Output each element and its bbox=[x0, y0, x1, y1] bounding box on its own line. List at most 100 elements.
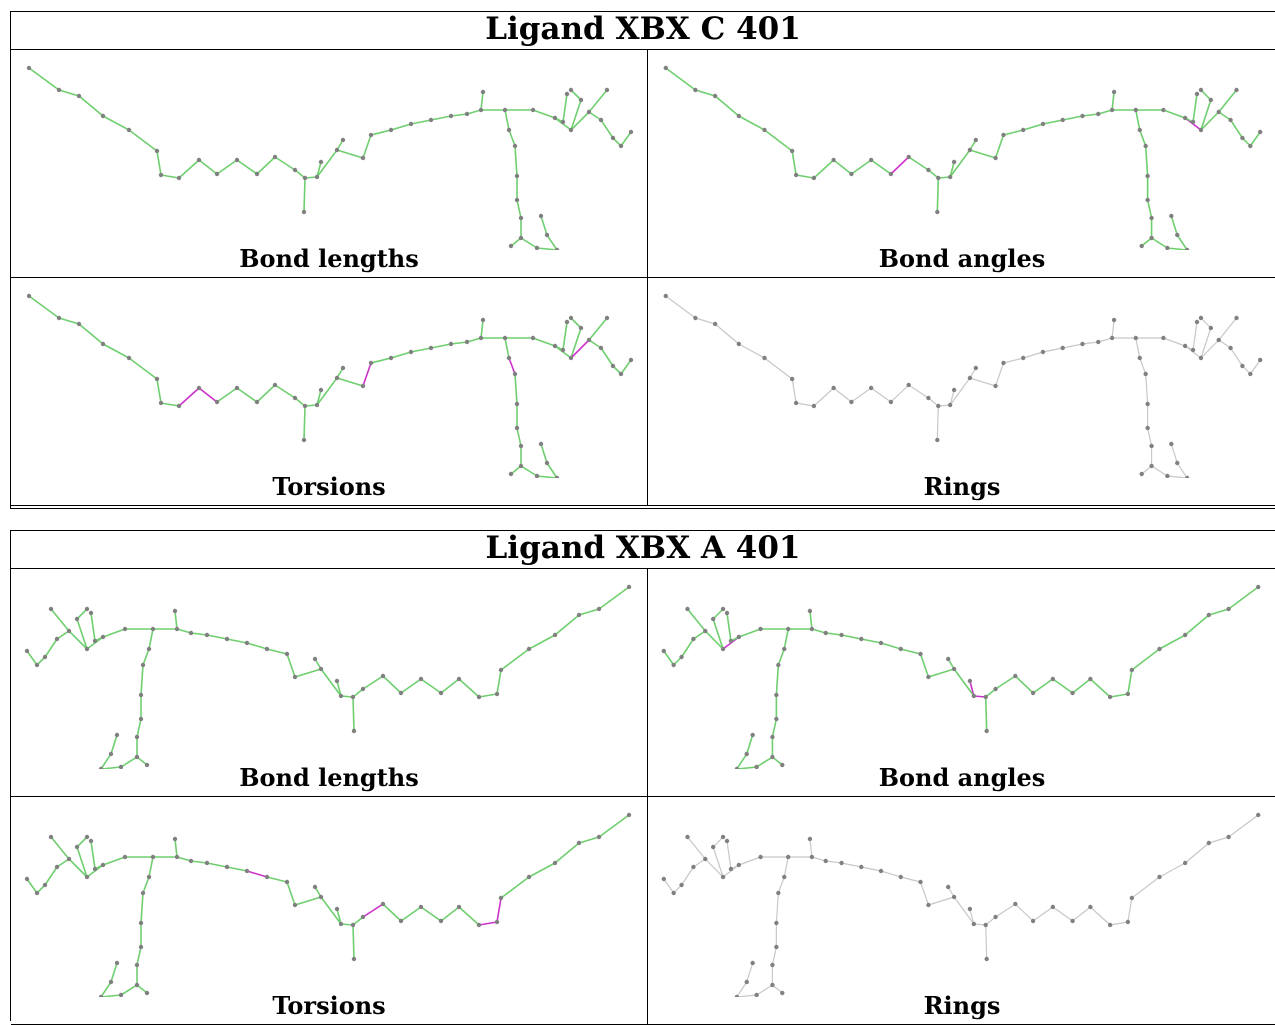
bond bbox=[190, 860, 208, 864]
atom bbox=[859, 636, 864, 642]
bond bbox=[480, 319, 484, 339]
atom bbox=[868, 157, 874, 163]
bond bbox=[738, 628, 761, 638]
bond bbox=[1218, 89, 1238, 113]
bond bbox=[771, 718, 778, 738]
atom bbox=[1216, 109, 1221, 115]
bond bbox=[148, 628, 154, 650]
bond bbox=[1218, 339, 1231, 349]
bond bbox=[76, 836, 88, 848]
atom bbox=[284, 651, 290, 657]
atom bbox=[1182, 343, 1188, 349]
atom bbox=[360, 155, 366, 161]
atom bbox=[926, 674, 931, 680]
panel-label: Bond lengths bbox=[239, 763, 419, 792]
atom bbox=[1256, 812, 1261, 818]
bond bbox=[528, 862, 556, 878]
bond bbox=[570, 327, 582, 359]
bond bbox=[320, 668, 342, 697]
bond bbox=[110, 734, 118, 755]
bond bbox=[274, 384, 296, 399]
atom bbox=[360, 686, 366, 692]
bond bbox=[736, 981, 748, 997]
atom bbox=[1258, 357, 1263, 363]
atom bbox=[292, 902, 298, 908]
bond bbox=[1003, 357, 1024, 364]
bond bbox=[554, 842, 580, 864]
bond bbox=[693, 858, 706, 868]
atom bbox=[360, 383, 366, 389]
atom bbox=[626, 812, 632, 818]
bond bbox=[508, 129, 516, 147]
bond bbox=[68, 630, 88, 650]
atom bbox=[774, 920, 779, 926]
panel-rings: Rings bbox=[648, 278, 1275, 506]
atom bbox=[48, 606, 54, 612]
bond bbox=[1200, 317, 1212, 329]
atom bbox=[480, 317, 486, 323]
bond bbox=[390, 351, 412, 359]
atom bbox=[244, 640, 250, 646]
atom bbox=[663, 65, 668, 71]
bond bbox=[1151, 465, 1168, 477]
bond bbox=[26, 650, 38, 666]
bond bbox=[928, 896, 955, 906]
atom bbox=[762, 355, 767, 361]
atom bbox=[108, 751, 114, 757]
atom bbox=[118, 992, 124, 997]
panel-bond-lengths: Bond lengths bbox=[11, 569, 648, 797]
atom bbox=[188, 630, 194, 636]
atom bbox=[24, 648, 30, 654]
bond bbox=[949, 377, 971, 406]
bond bbox=[1146, 199, 1153, 219]
atom bbox=[671, 890, 676, 896]
bond bbox=[949, 161, 955, 178]
atom bbox=[140, 662, 146, 668]
bond bbox=[1111, 91, 1115, 111]
atom bbox=[122, 854, 128, 860]
bond bbox=[900, 876, 921, 883]
bond bbox=[663, 878, 675, 894]
bond bbox=[430, 115, 452, 121]
atom bbox=[234, 157, 240, 163]
bond bbox=[504, 337, 510, 359]
atom bbox=[318, 159, 324, 165]
atom bbox=[789, 376, 795, 382]
bond bbox=[370, 357, 392, 364]
atom bbox=[926, 167, 931, 173]
bond bbox=[516, 199, 522, 219]
atom bbox=[1080, 113, 1085, 119]
bond bbox=[236, 159, 258, 175]
bond bbox=[726, 840, 732, 870]
atom bbox=[146, 646, 152, 652]
atom bbox=[312, 656, 318, 662]
atom bbox=[552, 343, 558, 349]
atom bbox=[993, 914, 998, 920]
atom bbox=[720, 606, 726, 612]
bond bbox=[1062, 115, 1083, 121]
atom bbox=[174, 626, 180, 632]
atom bbox=[1111, 317, 1117, 323]
bond bbox=[928, 668, 955, 678]
atom bbox=[480, 89, 486, 95]
atom bbox=[691, 864, 696, 870]
atom bbox=[1248, 143, 1253, 149]
atom bbox=[114, 960, 120, 966]
bond bbox=[850, 159, 872, 175]
atom bbox=[560, 347, 566, 353]
atom bbox=[340, 365, 346, 371]
atom bbox=[502, 335, 508, 341]
atom bbox=[793, 400, 799, 406]
bond bbox=[775, 664, 780, 696]
bond bbox=[546, 234, 558, 250]
atom bbox=[284, 879, 290, 885]
bond bbox=[813, 387, 835, 407]
atom bbox=[478, 335, 484, 341]
atom bbox=[1013, 673, 1018, 679]
atom bbox=[967, 678, 973, 684]
bond bbox=[1131, 876, 1160, 899]
bond bbox=[266, 648, 288, 655]
atom bbox=[786, 626, 791, 632]
bond bbox=[1167, 247, 1188, 250]
atom bbox=[770, 962, 775, 968]
